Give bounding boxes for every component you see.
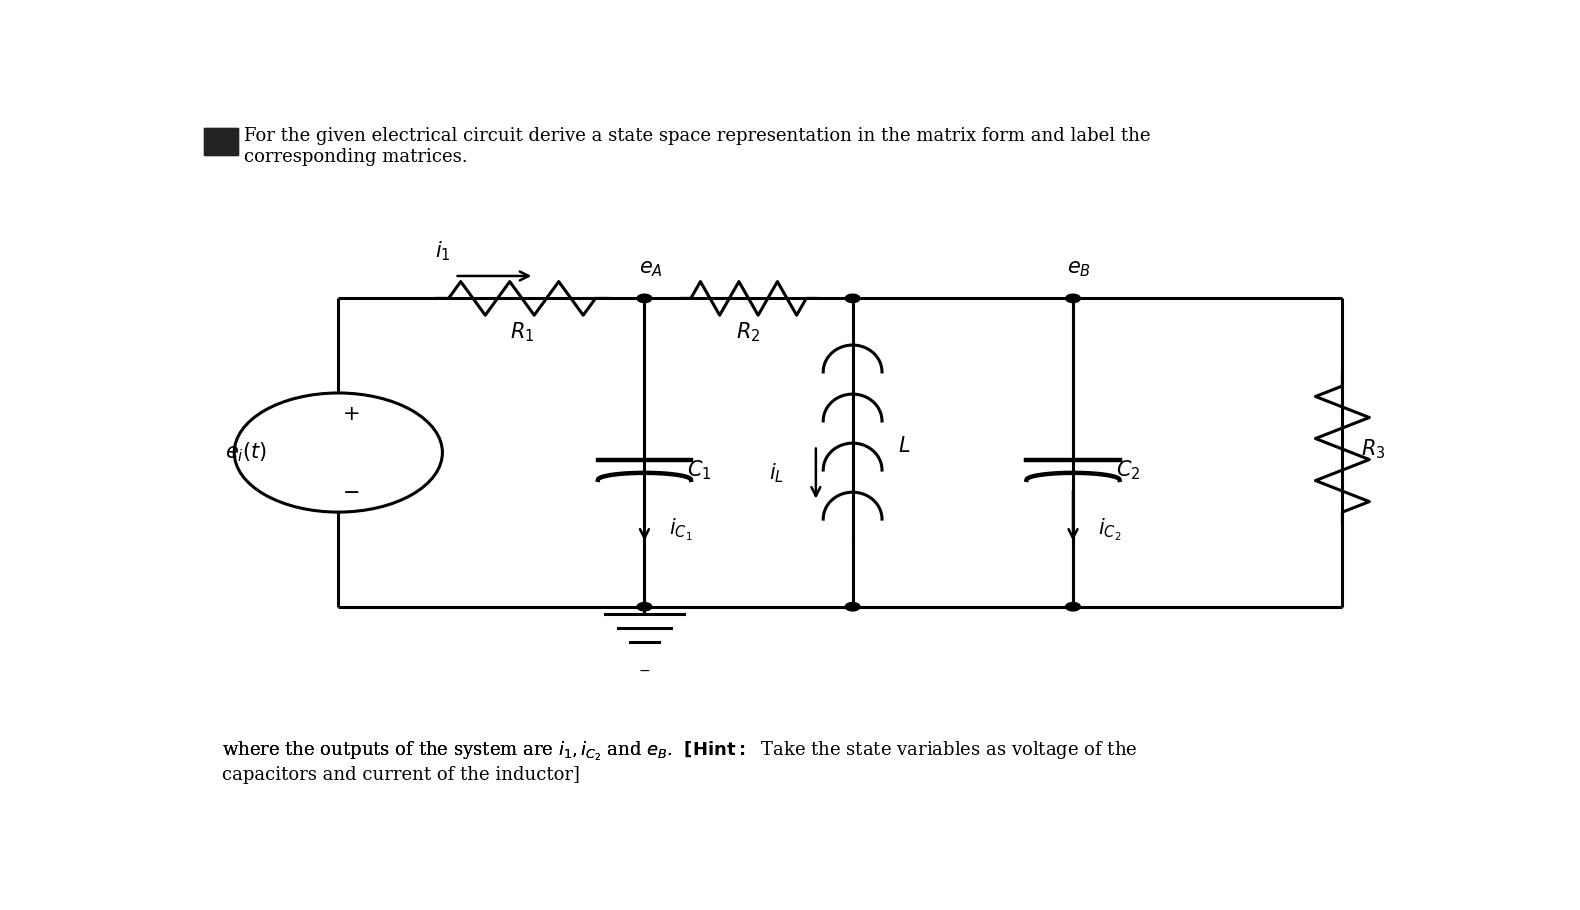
Circle shape — [637, 294, 653, 303]
Text: $L$: $L$ — [897, 436, 910, 456]
Text: $+$: $+$ — [341, 405, 359, 423]
Text: $C_1$: $C_1$ — [687, 459, 711, 482]
Text: $R_2$: $R_2$ — [736, 320, 760, 344]
Circle shape — [1065, 294, 1081, 303]
Text: $C_2$: $C_2$ — [1115, 459, 1141, 482]
Text: $i_{C_2}$: $i_{C_2}$ — [1098, 517, 1122, 542]
Text: $i_{C_1}$: $i_{C_1}$ — [670, 517, 694, 542]
Text: For the given electrical circuit derive a state space representation in the matr: For the given electrical circuit derive … — [243, 126, 1150, 166]
Text: $i_1$: $i_1$ — [435, 239, 450, 263]
Text: $i_L$: $i_L$ — [769, 461, 784, 485]
Text: $-$: $-$ — [638, 662, 651, 677]
Text: $-$: $-$ — [341, 481, 359, 501]
Text: $e_A$: $e_A$ — [638, 259, 662, 278]
Text: where the outputs of the system are $i_1, i_{C_2}$ and $e_B$.  $\mathbf{[Hint:}$: where the outputs of the system are $i_1… — [221, 740, 1138, 784]
Text: $R_1$: $R_1$ — [510, 320, 534, 344]
Circle shape — [845, 294, 860, 303]
Bar — [204, 128, 239, 155]
Text: $e_i(t)$: $e_i(t)$ — [226, 440, 267, 464]
Circle shape — [845, 602, 860, 611]
Circle shape — [1065, 602, 1081, 611]
Text: $e_B$: $e_B$ — [1066, 259, 1092, 278]
Bar — [204, 128, 239, 155]
Text: where the outputs of the system are $i_1, i_{C_2}$ and $e_B$.: where the outputs of the system are $i_1… — [221, 740, 681, 763]
Circle shape — [637, 602, 653, 611]
Text: $R_3$: $R_3$ — [1360, 437, 1386, 460]
